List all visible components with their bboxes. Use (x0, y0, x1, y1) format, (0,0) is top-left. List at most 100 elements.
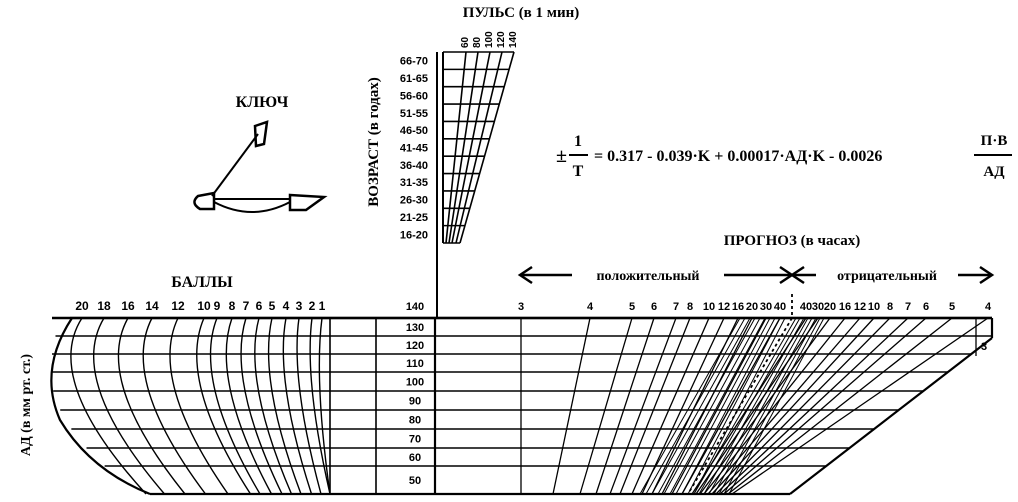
prognosis-arrows: положительный отрицательный (517, 265, 995, 285)
score-curve (225, 317, 273, 495)
positive-prognosis-line (663, 317, 761, 495)
bp-value-label: 110 (406, 358, 424, 370)
pulse-tick-label: 80 (472, 36, 483, 48)
key-pointer-icon (253, 120, 269, 148)
negative-hour-label: 5 (949, 301, 955, 313)
negative-prognosis-line (693, 317, 797, 495)
age-pulse-grid (436, 51, 515, 317)
negative-prognosis-line (719, 317, 909, 495)
score-curve (196, 317, 252, 495)
age-group-label: 56-60 (400, 90, 428, 102)
key-right-block-icon (288, 193, 328, 212)
negative-prognosis-line (727, 317, 953, 495)
right-edge-label: 3 (981, 341, 987, 353)
pulse-tick-label: 100 (484, 31, 495, 48)
pulse-line (448, 51, 479, 244)
negative-prognosis-line (713, 317, 813, 495)
score-curve (117, 317, 186, 495)
formula: ± 1 T = 0.317 - 0.039·K + 0.00017·АД·K -… (556, 133, 1012, 180)
negative-prognosis-line (711, 317, 875, 495)
pulse-tick-label: 140 (508, 31, 519, 48)
score-curve (318, 317, 331, 495)
negative-hour-label: 7 (905, 301, 911, 313)
positive-hour-label: 8 (687, 301, 693, 313)
score-label: 6 (256, 299, 263, 313)
negative-hour-label: 30 (812, 301, 824, 313)
score-curve (142, 317, 207, 495)
positive-hour-label: 5 (629, 301, 635, 313)
age-group-label: 16-20 (400, 229, 428, 241)
age-group-label: 66-70 (400, 56, 428, 68)
positive-prognosis-line (675, 317, 771, 495)
score-label: 9 (214, 299, 221, 313)
positive-hour-label: 16 (732, 301, 744, 313)
age-group-label: 36-40 (400, 160, 428, 172)
formula-one: 1 (574, 133, 582, 150)
positive-prognosis-line (669, 317, 766, 495)
negative-prognosis-line (718, 317, 817, 495)
positive-prognosis-line (641, 317, 725, 495)
negative-hour-label: 12 (854, 301, 866, 313)
key-left-block-icon (193, 191, 216, 211)
key-title: КЛЮЧ (236, 94, 289, 111)
prognosis-negative-label: отрицательный (837, 269, 937, 284)
negative-prognosis-line (703, 317, 846, 495)
positive-hour-label: 6 (651, 301, 657, 313)
positive-hour-label: 40 (774, 301, 786, 313)
negative-prognosis-line (731, 317, 989, 495)
negative-hour-label: 6 (923, 301, 929, 313)
positive-prognosis-line (681, 317, 776, 495)
negative-prognosis-line (698, 317, 801, 495)
score-curve (209, 317, 261, 495)
pulse-tick-label: 120 (496, 31, 507, 48)
bp-value-label: 130 (406, 322, 424, 334)
arrow-right-icon (979, 265, 995, 285)
score-label: 20 (75, 299, 89, 313)
positive-hour-label: 7 (673, 301, 679, 313)
score-curve (240, 317, 283, 495)
age-axis-title: ВОЗРАСТ (в годах) (366, 77, 382, 206)
negative-prognosis-line (728, 317, 825, 495)
scores-title: БАЛЛЫ (171, 274, 233, 291)
score-label: 16 (121, 299, 135, 313)
pulse-title: ПУЛЬС (в 1 мин) (463, 5, 580, 21)
age-group-label: 61-65 (400, 73, 428, 85)
positive-prognosis-line (579, 317, 633, 495)
positive-prognosis-line (681, 317, 781, 495)
negative-hour-label: 10 (868, 301, 880, 313)
score-label: 14 (145, 299, 159, 313)
bp-value-label: 50 (409, 475, 421, 487)
age-group-label: 46-50 (400, 125, 428, 137)
bp-value-labels: 130 120 110 100 90 80 70 60 50 (406, 322, 424, 487)
pulse-tick-labels: 60 80 100 120 140 (460, 31, 519, 48)
age-group-label: 26-30 (400, 195, 428, 207)
bp-value-label: 60 (409, 452, 421, 464)
formula-rhs: = 0.317 - 0.039·K + 0.00017·АД·K - 0.002… (594, 148, 882, 165)
pulse-tick-label: 60 (460, 36, 471, 48)
negative-prognosis-line (723, 317, 821, 495)
score-curve (309, 317, 331, 495)
key-arc (213, 201, 291, 213)
score-curve (70, 317, 147, 495)
key-sketch (193, 120, 328, 213)
positive-prognosis-line (651, 317, 751, 495)
positive-prognosis-line (631, 317, 710, 495)
score-labels: 20 18 16 14 12 10 9 8 7 6 5 4 3 2 1 (75, 299, 325, 313)
score-label: 2 (309, 299, 316, 313)
positive-prognosis-line (619, 317, 691, 495)
score-curve (169, 317, 229, 495)
pulse-line (455, 51, 503, 244)
score-label: 5 (269, 299, 276, 313)
positive-prognosis-line (657, 317, 756, 495)
bp-value-label: 80 (409, 415, 421, 427)
score-label: 1 (319, 299, 326, 313)
positive-prognosis-line (552, 317, 591, 495)
score-label: 3 (296, 299, 303, 313)
negative-prognosis-line (707, 317, 861, 495)
score-label: 8 (229, 299, 236, 313)
bp-value-label: 90 (409, 396, 421, 408)
bp-value-label: 70 (409, 434, 421, 446)
negative-hour-label: 4 (985, 301, 992, 313)
pulse-line (451, 51, 491, 244)
negative-prognosis-line (723, 317, 927, 495)
